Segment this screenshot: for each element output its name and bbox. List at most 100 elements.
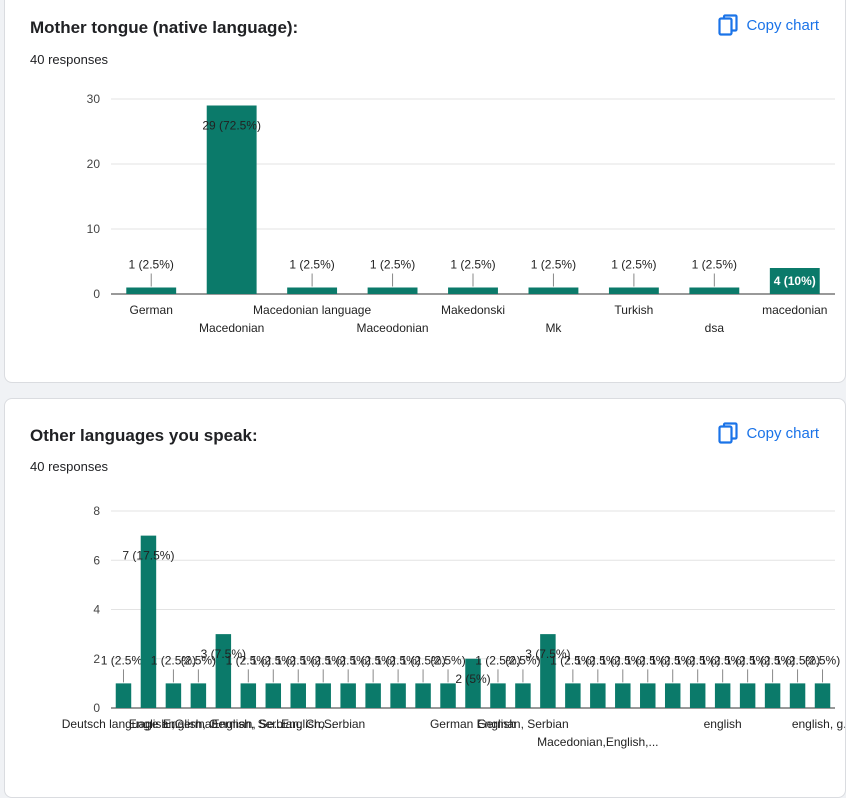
bar xyxy=(515,683,531,708)
bar xyxy=(115,683,132,708)
copy-chart-label: Copy chart xyxy=(746,424,819,442)
data-label: 1 (2.5%) xyxy=(151,653,196,667)
y-tick-label: 4 xyxy=(93,603,100,617)
x-tick-label: English, Serbian, Cro... xyxy=(212,717,335,731)
bar xyxy=(340,683,356,708)
x-tick-label: english xyxy=(704,717,742,731)
data-label: 1 (2.5%) xyxy=(226,653,271,667)
data-label: 1 (2.5%) xyxy=(531,258,576,272)
data-label: 1 (2.5%) xyxy=(700,653,745,667)
data-label: 1 (2.5%) xyxy=(450,258,495,272)
y-tick-label: 8 xyxy=(93,504,100,518)
bar xyxy=(126,287,177,294)
data-label: 1 (2.5%) xyxy=(325,653,370,667)
data-label: 1 (2.5%) xyxy=(276,653,321,667)
data-label: 1 (2.5%) xyxy=(650,653,695,667)
data-label: 3 (7.5%) xyxy=(201,647,246,661)
data-label: 1 (2.5%) xyxy=(301,653,346,667)
y-tick-label: 2 xyxy=(93,652,100,666)
bar xyxy=(440,683,456,708)
data-label: 1 (2.5%) xyxy=(350,653,395,667)
data-label: 1 (2.5%) xyxy=(625,653,670,667)
data-label: 1 (2.5%) xyxy=(289,258,334,272)
bar xyxy=(390,683,406,708)
copy-icon xyxy=(718,422,739,444)
x-tick-label: Turkish xyxy=(614,303,653,317)
bar-chart-mother-tongue: 0 10 20 30 1 (2.5%) German 29 (72.5%) Macedonia… xyxy=(87,92,835,335)
data-label: 1 (2.5%) xyxy=(375,653,420,667)
data-label: 1 (2.5%) xyxy=(251,653,296,667)
x-tick-label: Mk xyxy=(545,321,562,335)
bar xyxy=(689,683,706,708)
bar xyxy=(315,683,331,708)
bar xyxy=(714,683,731,708)
data-label: 1 (2.5%) xyxy=(575,653,620,667)
y-tick-label: 0 xyxy=(93,701,100,715)
data-label: 1 (2.5%) xyxy=(775,653,820,667)
bar xyxy=(615,683,631,708)
question-title: Other languages you speak: xyxy=(30,426,258,445)
bar xyxy=(689,287,740,294)
bar xyxy=(215,634,232,708)
data-label: 1 (2.5%) xyxy=(370,258,415,272)
x-tick-label: German English xyxy=(430,717,516,731)
question-card-mother-tongue: Mother tongue (native language): 40 resp… xyxy=(4,0,846,383)
bar xyxy=(640,683,656,708)
data-label: 7 (17.5%) xyxy=(122,549,174,563)
data-label: 1 (2.5%) xyxy=(550,653,595,667)
x-tick-label: Makedonski xyxy=(441,303,505,317)
bar xyxy=(465,658,481,708)
x-tick-label: German, Serbian xyxy=(477,717,568,731)
data-label: (2.5%) xyxy=(505,653,540,667)
bar xyxy=(206,105,257,294)
question-title: Mother tongue (native language): xyxy=(30,18,299,37)
data-label: 3 (7.5%) xyxy=(525,647,570,661)
data-label: 1 (2.5%) xyxy=(400,653,445,667)
x-tick-label: Macedonian,English,... xyxy=(537,735,658,749)
bar xyxy=(608,287,659,294)
x-tick-label: Macedonian language xyxy=(253,303,371,317)
response-count: 40 responses xyxy=(30,52,109,67)
data-label: (2.5%) xyxy=(805,653,840,667)
data-label: 1 (2.5%) xyxy=(692,258,737,272)
x-tick-label: English, German, Se... xyxy=(163,717,284,731)
x-tick-label: Macedonian xyxy=(199,321,264,335)
bar xyxy=(290,683,306,708)
bar xyxy=(789,683,806,708)
y-tick-label: 30 xyxy=(87,92,101,106)
data-label: (2.5%) xyxy=(430,653,465,667)
bar xyxy=(528,287,579,294)
x-tick-label: macedonian xyxy=(762,303,827,317)
bar xyxy=(490,683,506,708)
bar xyxy=(287,287,338,294)
x-tick-label: dsa xyxy=(705,321,725,335)
bar xyxy=(367,287,418,294)
bar-chart-other-languages: 0 2 4 6 8 1 (2.5%) Deutsch language an... 7 (17… xyxy=(62,504,846,749)
bar xyxy=(739,683,756,708)
copy-chart-button[interactable]: Copy chart xyxy=(718,14,819,36)
y-tick-label: 0 xyxy=(93,287,100,301)
bar xyxy=(540,634,556,708)
bar xyxy=(664,683,681,708)
bar xyxy=(365,683,381,708)
copy-chart-button[interactable]: Copy chart xyxy=(718,422,819,444)
data-label: 1 (2.5%) xyxy=(600,653,645,667)
bar xyxy=(240,683,257,708)
data-label: 1 (2.5%) xyxy=(725,653,770,667)
data-label: 1 (2.5%) xyxy=(101,653,146,667)
question-card-other-languages: Other languages you speak: 40 responses … xyxy=(4,398,846,798)
bar xyxy=(165,683,182,708)
y-tick-label: 6 xyxy=(93,553,100,567)
bar xyxy=(415,683,431,708)
data-label: 4 (10%) xyxy=(774,274,816,288)
data-label: 29 (72.5%) xyxy=(202,119,261,133)
x-tick-label: english, g... xyxy=(792,717,846,731)
x-tick-label: English ,German xyxy=(129,717,218,731)
bar xyxy=(764,683,781,708)
bar xyxy=(140,535,157,708)
data-label: 1 (2.5%) xyxy=(675,653,720,667)
data-label: 1 (2.5%) xyxy=(475,653,520,667)
bar xyxy=(769,268,820,294)
x-tick-label: German xyxy=(130,303,173,317)
x-tick-label: Deutsch language an... xyxy=(62,717,185,731)
